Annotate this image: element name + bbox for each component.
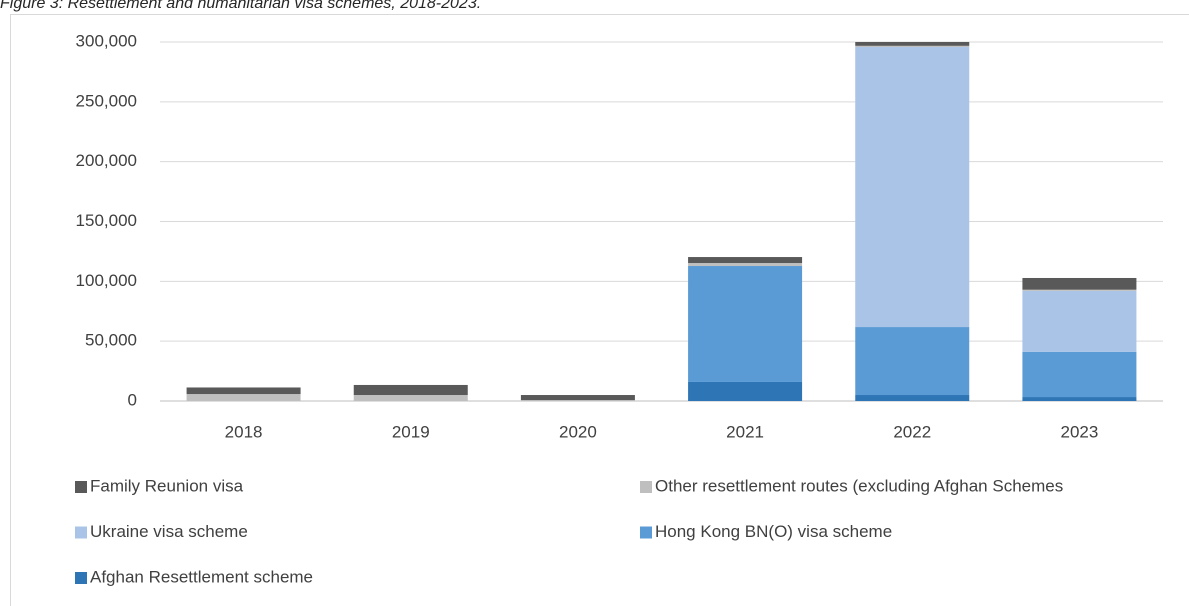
chart-border (10, 14, 1189, 606)
bar-segment (855, 47, 970, 328)
bar-segment (1022, 277, 1137, 290)
bar-segment (688, 263, 803, 267)
bar-segment (1022, 351, 1137, 398)
bar-segment (855, 45, 970, 48)
y-tick-label: 150,000 (76, 211, 137, 230)
y-tick-label: 0 (128, 390, 137, 409)
y-tick-label: 250,000 (76, 91, 137, 110)
legend-label: Family Reunion visa (90, 476, 244, 495)
bar-segment (1022, 397, 1137, 401)
legend-label: Afghan Resettlement scheme (90, 567, 313, 586)
legend-swatch (75, 526, 87, 539)
y-tick-label: 200,000 (76, 151, 137, 170)
bar-segment (855, 327, 970, 396)
bar-segment (353, 384, 468, 396)
bar-segment (688, 266, 803, 382)
legend-swatch (640, 481, 652, 493)
x-tick-label: 2018 (225, 422, 263, 441)
y-tick-label: 50,000 (85, 331, 137, 350)
y-tick-label: 100,000 (76, 271, 137, 290)
bar-segment (688, 257, 803, 264)
x-tick-label: 2019 (392, 422, 430, 441)
bar-segment (1022, 289, 1137, 291)
legend-label: Hong Kong BN(O) visa scheme (655, 522, 892, 541)
bar-segment (1022, 290, 1137, 352)
x-tick-label: 2020 (559, 422, 597, 441)
legend-swatch (75, 481, 87, 493)
legend-swatch (75, 572, 87, 584)
legend-swatch (640, 526, 652, 539)
y-tick-label: 300,000 (76, 31, 137, 50)
bar-segment (186, 394, 301, 401)
bar-segment (186, 387, 301, 395)
x-tick-label: 2022 (893, 422, 931, 441)
x-tick-label: 2021 (726, 422, 764, 441)
legend-label: Ukraine visa scheme (90, 522, 248, 541)
legend-label: Other resettlement routes (excluding Afg… (655, 476, 1063, 495)
chart-title: Figure 3: Resettlement and humanitarian … (0, 0, 481, 12)
bar-segment (688, 381, 803, 401)
bar-segment (855, 42, 970, 46)
x-tick-label: 2023 (1061, 422, 1099, 441)
bar-segment (353, 395, 468, 401)
bar-segment (520, 400, 635, 401)
bar-segment (520, 395, 635, 401)
bar-segment (855, 395, 970, 401)
